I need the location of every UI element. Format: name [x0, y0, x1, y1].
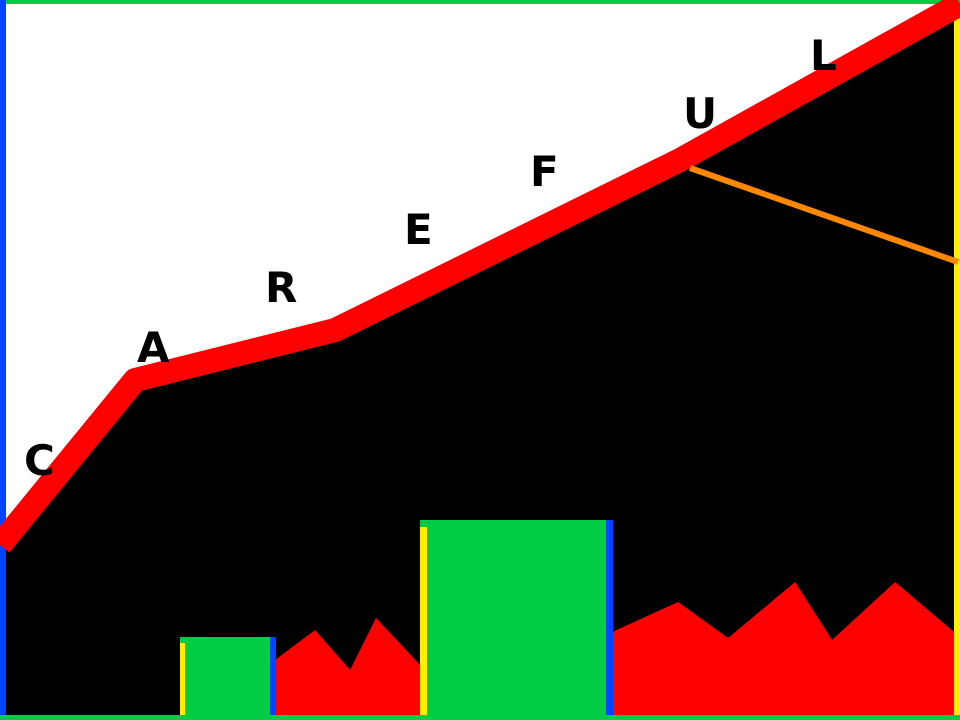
green-block-small-left-edge: [180, 643, 185, 720]
top-border: [0, 0, 960, 4]
green-block-small: [180, 637, 272, 720]
letter-r: R: [265, 263, 297, 312]
orange-laser-beam: [689, 165, 959, 265]
letter-c: C: [24, 436, 55, 485]
green-block-large-left-edge: [420, 527, 427, 720]
green-block-large-right-edge: [606, 520, 613, 720]
red-spikes-right: [612, 582, 954, 720]
left-edge-bar: [0, 0, 6, 720]
green-block-small-right-edge: [270, 637, 276, 720]
letter-l: L: [810, 31, 837, 80]
letter-a: A: [137, 323, 170, 372]
letter-f: F: [530, 147, 559, 196]
letter-e: E: [404, 205, 433, 254]
letter-u: U: [683, 89, 717, 138]
right-edge-bar: [954, 14, 960, 720]
green-block-large: [420, 520, 612, 720]
floor-line: [0, 715, 960, 720]
red-spikes-left: [275, 618, 420, 720]
red-ridge-line: [0, 0, 960, 553]
